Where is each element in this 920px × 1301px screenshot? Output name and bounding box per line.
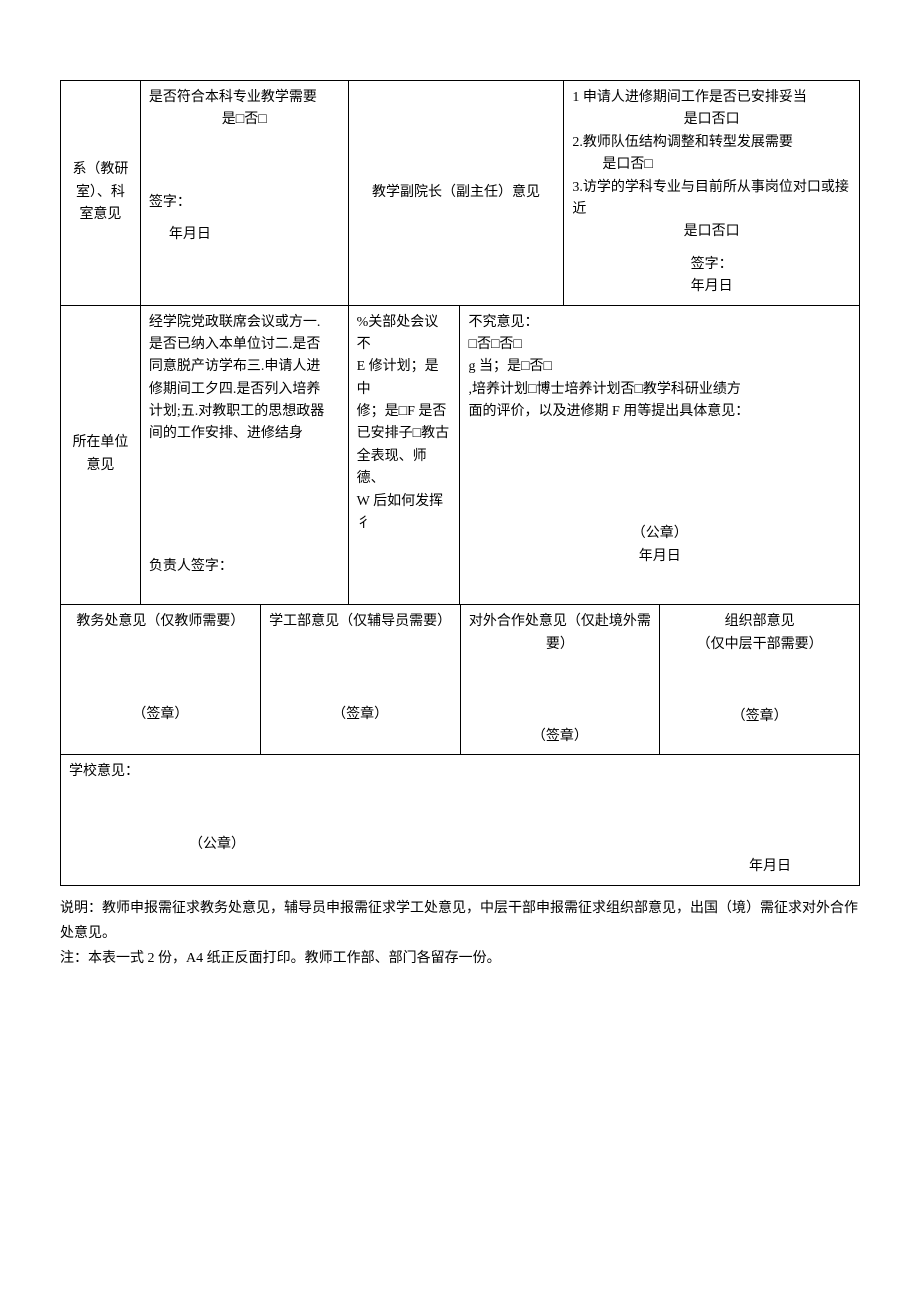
school-date: 年月日: [69, 856, 851, 878]
uc-l2: □否□否□: [468, 334, 851, 356]
uc-seal: （公章）: [468, 523, 851, 545]
dept-date: 年月日: [149, 224, 340, 246]
school-opinion-cell: 学校意见： （公章） 年月日: [61, 755, 860, 885]
unit-colB: %关部处会议不 E 修计划；是中 修；是□F 是否 已安排子□教古 全表现、师德…: [348, 305, 460, 605]
vd-q3-opt: 是口否口: [572, 221, 851, 243]
zzb-cell: 组织部意见 （仅中层干部需要） （签章）: [660, 605, 860, 755]
vd-sign: 签字：: [572, 254, 851, 276]
ub-l6: W 后如何发挥彳: [357, 491, 452, 536]
ua-l6: 间的工作安排、进修结身: [149, 423, 340, 445]
note-2: 注：本表一式 2 份，A4 纸正反面打印。教师工作部、部门各留存一份。: [60, 946, 860, 971]
ua-l3: 同意脱产访学布三.申请人进: [149, 356, 340, 378]
vice-dean-content: 1 申请人进修期间工作是否已安排妥当 是口否口 2.教师队伍结构调整和转型发展需…: [564, 81, 860, 306]
vd-date: 年月日: [572, 276, 851, 298]
ub-l5: 全表现、师德、: [357, 446, 452, 491]
ua-l1: 经学院党政联席会议或方一.: [149, 312, 340, 334]
uc-l3: g 当；是□否□: [468, 356, 851, 378]
vd-q1: 1 申请人进修期间工作是否已安排妥当: [572, 87, 851, 109]
uc-l4: ,培养计划□博士培养计划否□教学科研业绩方: [468, 379, 851, 401]
school-seal: （公章）: [69, 834, 851, 856]
ua-l5: 计划;五.对教职工的思想政器: [149, 401, 340, 423]
xgb-cell: 学工部意见（仅辅导员需要） （签章）: [260, 605, 460, 755]
note-1: 说明：教师申报需征求教务处意见，辅导员申报需征求学工处意见，中层干部申报需征求组…: [60, 896, 860, 946]
unit-opinion-label: 所在单位意见: [61, 305, 141, 605]
zzb-seal: （签章）: [668, 706, 851, 728]
dept-q1-opt: 是□否□: [149, 109, 340, 131]
vd-q3: 3.访学的学科专业与目前所从事岗位对口或接近: [572, 177, 851, 222]
vice-dean-label: 教学副院长（副主任）意见: [348, 81, 564, 306]
jwch-title: 教务处意见（仅教师需要）: [69, 611, 252, 633]
ua-l2: 是否已纳入本单位讨二.是否: [149, 334, 340, 356]
ub-l2: E 修计划；是中: [357, 356, 452, 401]
form-table: 系（教研室）、科室意见 是否符合本科专业教学需要 是□否□ 签字： 年月日 教学…: [60, 80, 860, 605]
xgb-seal: （签章）: [269, 704, 452, 726]
jwch-cell: 教务处意见（仅教师需要） （签章）: [61, 605, 261, 755]
uc-date: 年月日: [468, 546, 851, 568]
zzb-title: 组织部意见: [668, 611, 851, 633]
uc-l5: 面的评价，以及进修期 F 用等提出具体意见：: [468, 401, 851, 423]
zzb-sub: （仅中层干部需要）: [668, 634, 851, 656]
dept-opinion-label: 系（教研室）、科室意见: [61, 81, 141, 306]
dwhz-seal: （签章）: [469, 726, 652, 748]
xgb-title: 学工部意见（仅辅导员需要）: [269, 611, 452, 633]
vd-q2-opt: 是口否□: [572, 154, 851, 176]
uc-l1: 不究意见：: [468, 312, 851, 334]
opinions-table: 教务处意见（仅教师需要） （签章） 学工部意见（仅辅导员需要） （签章） 对外合…: [60, 605, 860, 885]
ub-l4: 已安排子□教古: [357, 423, 452, 445]
unit-colC: 不究意见： □否□否□ g 当；是□否□ ,培养计划□博士培养计划否□教学科研业…: [460, 305, 860, 605]
ua-sign: 负责人签字：: [149, 556, 340, 578]
ua-l4: 修期间工夕四.是否列入培养: [149, 379, 340, 401]
dept-sign: 签字：: [149, 192, 340, 214]
vd-q1-opt: 是口否口: [572, 109, 851, 131]
dept-opinion-content: 是否符合本科专业教学需要 是□否□ 签字： 年月日: [140, 81, 348, 306]
ub-l1: %关部处会议不: [357, 312, 452, 357]
school-label: 学校意见：: [69, 761, 851, 783]
jwch-seal: （签章）: [69, 704, 252, 726]
unit-colA: 经学院党政联席会议或方一. 是否已纳入本单位讨二.是否 同意脱产访学布三.申请人…: [140, 305, 348, 605]
dwhz-title: 对外合作处意见（仅赴境外需要）: [469, 611, 652, 656]
dwhz-cell: 对外合作处意见（仅赴境外需要） （签章）: [460, 605, 660, 755]
vd-q2: 2.教师队伍结构调整和转型发展需要: [572, 132, 851, 154]
ub-l3: 修；是□F 是否: [357, 401, 452, 423]
dept-q1: 是否符合本科专业教学需要: [149, 87, 340, 109]
notes-block: 说明：教师申报需征求教务处意见，辅导员申报需征求学工处意见，中层干部申报需征求组…: [60, 896, 860, 972]
